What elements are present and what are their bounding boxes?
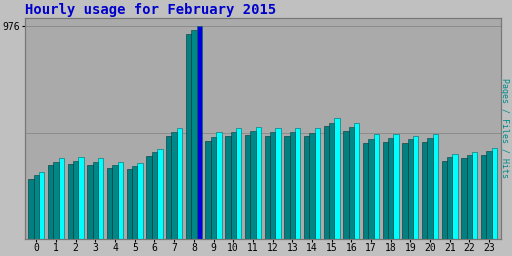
Bar — [118, 162, 123, 239]
Bar — [172, 132, 177, 239]
Bar — [343, 131, 349, 239]
Bar — [157, 149, 162, 239]
Bar — [205, 141, 211, 239]
Bar — [152, 152, 157, 239]
Bar — [245, 135, 250, 239]
Bar — [113, 165, 118, 239]
Bar — [255, 127, 261, 239]
Y-axis label: Pages / Files / Hits: Pages / Files / Hits — [500, 79, 509, 178]
Bar — [216, 132, 222, 239]
Bar — [492, 147, 497, 239]
Bar — [186, 34, 191, 239]
Bar — [442, 161, 447, 239]
Bar — [413, 136, 418, 239]
Bar — [315, 128, 320, 239]
Bar — [48, 165, 53, 239]
Bar — [334, 118, 339, 239]
Text: Hourly usage for February 2015: Hourly usage for February 2015 — [25, 3, 276, 17]
Bar — [98, 158, 103, 239]
Bar — [275, 128, 281, 239]
Bar — [166, 136, 172, 239]
Bar — [191, 30, 197, 239]
Bar — [422, 142, 428, 239]
Bar — [461, 158, 467, 239]
Bar — [393, 134, 399, 239]
Bar — [138, 163, 143, 239]
Bar — [309, 133, 315, 239]
Bar — [290, 132, 295, 239]
Bar — [363, 143, 368, 239]
Bar — [453, 154, 458, 239]
Bar — [132, 166, 138, 239]
Bar — [230, 132, 236, 239]
Bar — [236, 128, 241, 239]
Bar — [388, 138, 393, 239]
Bar — [88, 165, 93, 239]
Bar — [295, 128, 301, 239]
Bar — [382, 142, 388, 239]
Bar — [73, 161, 78, 239]
Bar — [284, 136, 290, 239]
Bar — [467, 155, 472, 239]
Bar — [146, 156, 152, 239]
Bar — [402, 143, 408, 239]
Bar — [354, 123, 359, 239]
Bar — [68, 164, 73, 239]
Bar — [374, 134, 379, 239]
Bar — [59, 158, 64, 239]
Bar — [472, 152, 478, 239]
Bar — [481, 155, 486, 239]
Bar — [39, 172, 45, 239]
Bar — [433, 134, 438, 239]
Bar — [408, 139, 413, 239]
Bar — [428, 138, 433, 239]
Bar — [107, 168, 113, 239]
Bar — [78, 157, 84, 239]
Bar — [127, 169, 132, 239]
Bar — [447, 157, 453, 239]
Bar — [34, 175, 39, 239]
Bar — [329, 123, 334, 239]
Bar — [349, 127, 354, 239]
Bar — [304, 136, 309, 239]
Bar — [265, 136, 270, 239]
Bar — [270, 132, 275, 239]
Bar — [177, 128, 182, 239]
Bar — [53, 162, 59, 239]
Bar — [324, 126, 329, 239]
Bar — [486, 151, 492, 239]
Bar — [197, 26, 202, 239]
Bar — [225, 136, 230, 239]
Bar — [28, 179, 34, 239]
Bar — [368, 139, 374, 239]
Bar — [250, 131, 255, 239]
Bar — [211, 137, 216, 239]
Bar — [93, 162, 98, 239]
